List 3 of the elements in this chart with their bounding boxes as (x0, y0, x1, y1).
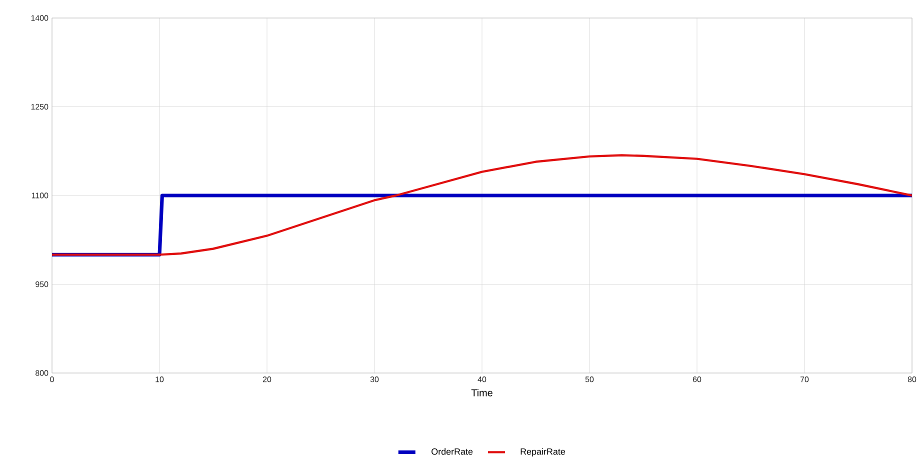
x-axis-title: Time (471, 389, 492, 396)
legend-label: RepairRate (520, 448, 566, 457)
legend-label: OrderRate (432, 448, 473, 455)
